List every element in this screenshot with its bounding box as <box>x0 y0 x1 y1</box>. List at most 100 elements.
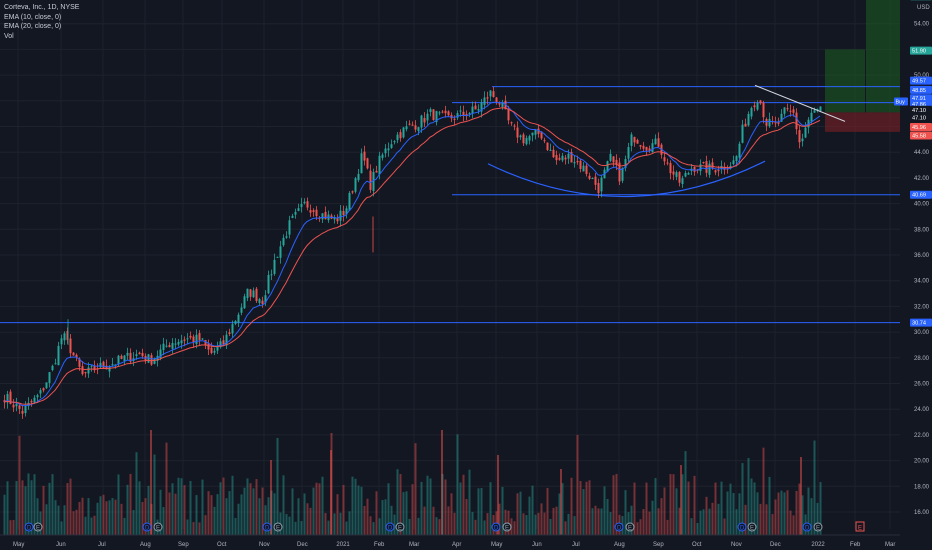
candle <box>282 234 285 247</box>
candle-body <box>435 111 438 123</box>
volume-bar <box>813 440 816 535</box>
dividend-marker[interactable]: D <box>491 522 501 532</box>
volume-bar <box>447 506 450 535</box>
candle-body <box>309 210 312 213</box>
earnings-marker[interactable]: E <box>395 522 405 532</box>
volume-bar <box>15 481 18 535</box>
volume-bar <box>189 480 192 535</box>
candle <box>255 286 258 303</box>
candle-body <box>663 157 666 162</box>
candle-body <box>93 365 96 371</box>
price-tag-label: 30.74 <box>912 321 926 327</box>
volume-bar <box>222 477 225 535</box>
candle <box>510 121 513 126</box>
dividend-marker[interactable]: D <box>24 522 34 532</box>
volume-bar <box>342 484 345 535</box>
dividend-marker[interactable]: D <box>614 522 624 532</box>
candle-body <box>252 290 255 298</box>
candle-body <box>300 204 303 208</box>
candle <box>84 371 87 378</box>
candle <box>102 360 105 369</box>
earnings-marker[interactable]: E <box>273 522 283 532</box>
earnings-marker[interactable]: E <box>33 522 43 532</box>
candle <box>552 145 555 158</box>
volume-bar <box>324 513 327 535</box>
dividend-marker[interactable]: D <box>737 522 747 532</box>
candle <box>105 359 108 370</box>
time-label: Mar <box>885 542 895 548</box>
dividend-marker[interactable]: D <box>262 522 272 532</box>
candle <box>639 144 642 150</box>
candle <box>636 138 639 144</box>
earnings-marker[interactable]: E <box>153 522 163 532</box>
time-label: Aug <box>140 542 151 548</box>
candle-body <box>549 149 552 151</box>
candle-body <box>714 170 717 173</box>
candle <box>90 365 93 372</box>
dividend-marker[interactable]: D <box>802 522 812 532</box>
candle <box>360 148 363 174</box>
candle <box>159 344 162 361</box>
candle <box>759 99 762 105</box>
candle-body <box>183 339 186 341</box>
dividend-icon <box>491 522 501 532</box>
candle-body <box>357 173 360 181</box>
candle-body <box>819 106 822 111</box>
volume-bar <box>498 503 501 535</box>
volume-bar <box>123 517 126 535</box>
volume-bar <box>573 516 576 535</box>
volume-bar <box>497 455 499 535</box>
candle-body <box>750 107 753 117</box>
volume-bar <box>369 516 372 535</box>
candle <box>168 342 171 348</box>
volume-bar <box>435 517 438 535</box>
time-label: Nov <box>259 542 270 548</box>
volume-bar <box>432 506 435 535</box>
volume-bar <box>528 496 531 535</box>
candle <box>240 303 243 316</box>
dividend-marker[interactable]: D <box>142 522 152 532</box>
candle-body <box>498 103 501 105</box>
time-axis[interactable]: May Jun Jul Aug Sep Oct Nov Dec 2021 Feb Mar Apr May… <box>0 534 900 548</box>
candle-body <box>273 259 276 274</box>
candle-body <box>486 97 489 99</box>
price-tag-label: 47.91 <box>912 96 926 102</box>
volume-bar <box>680 465 682 535</box>
volume-bar <box>351 476 354 535</box>
volume-bar <box>120 503 123 535</box>
volume-bar <box>99 496 102 535</box>
candle-body <box>438 112 441 114</box>
candle <box>447 110 450 117</box>
candle-body <box>591 178 594 180</box>
candle <box>609 149 612 163</box>
volume-bar <box>714 482 717 535</box>
candle <box>351 190 354 195</box>
volume-bar <box>756 492 759 535</box>
candle-body <box>375 170 378 173</box>
volume-bar <box>450 493 453 535</box>
candle-body <box>477 109 480 111</box>
earnings-marker[interactable]: E <box>747 522 757 532</box>
price-axis[interactable]: USD54.0052.0050.0048.0046.0044.0042.0040… <box>894 0 932 550</box>
time-label: May <box>13 542 24 548</box>
candle <box>273 253 276 276</box>
candle-body <box>210 347 213 354</box>
candle <box>366 157 369 170</box>
earnings-marker[interactable]: E <box>625 522 635 532</box>
candle-body <box>633 136 636 143</box>
volume-bar <box>765 504 768 535</box>
volume-bar <box>201 479 204 535</box>
next-earnings-marker[interactable]: E <box>855 521 865 532</box>
dividend-marker[interactable]: D <box>385 522 395 532</box>
earnings-marker[interactable]: E <box>502 522 512 532</box>
earnings-marker[interactable]: E <box>813 522 823 532</box>
volume-bar <box>126 484 129 535</box>
volume-bar <box>486 513 489 535</box>
candle-body <box>678 171 681 183</box>
candle-body <box>816 108 819 110</box>
volume-bar <box>312 487 315 535</box>
volume-bars <box>3 430 822 535</box>
candle-body <box>207 343 210 350</box>
volume-bar <box>738 493 741 535</box>
